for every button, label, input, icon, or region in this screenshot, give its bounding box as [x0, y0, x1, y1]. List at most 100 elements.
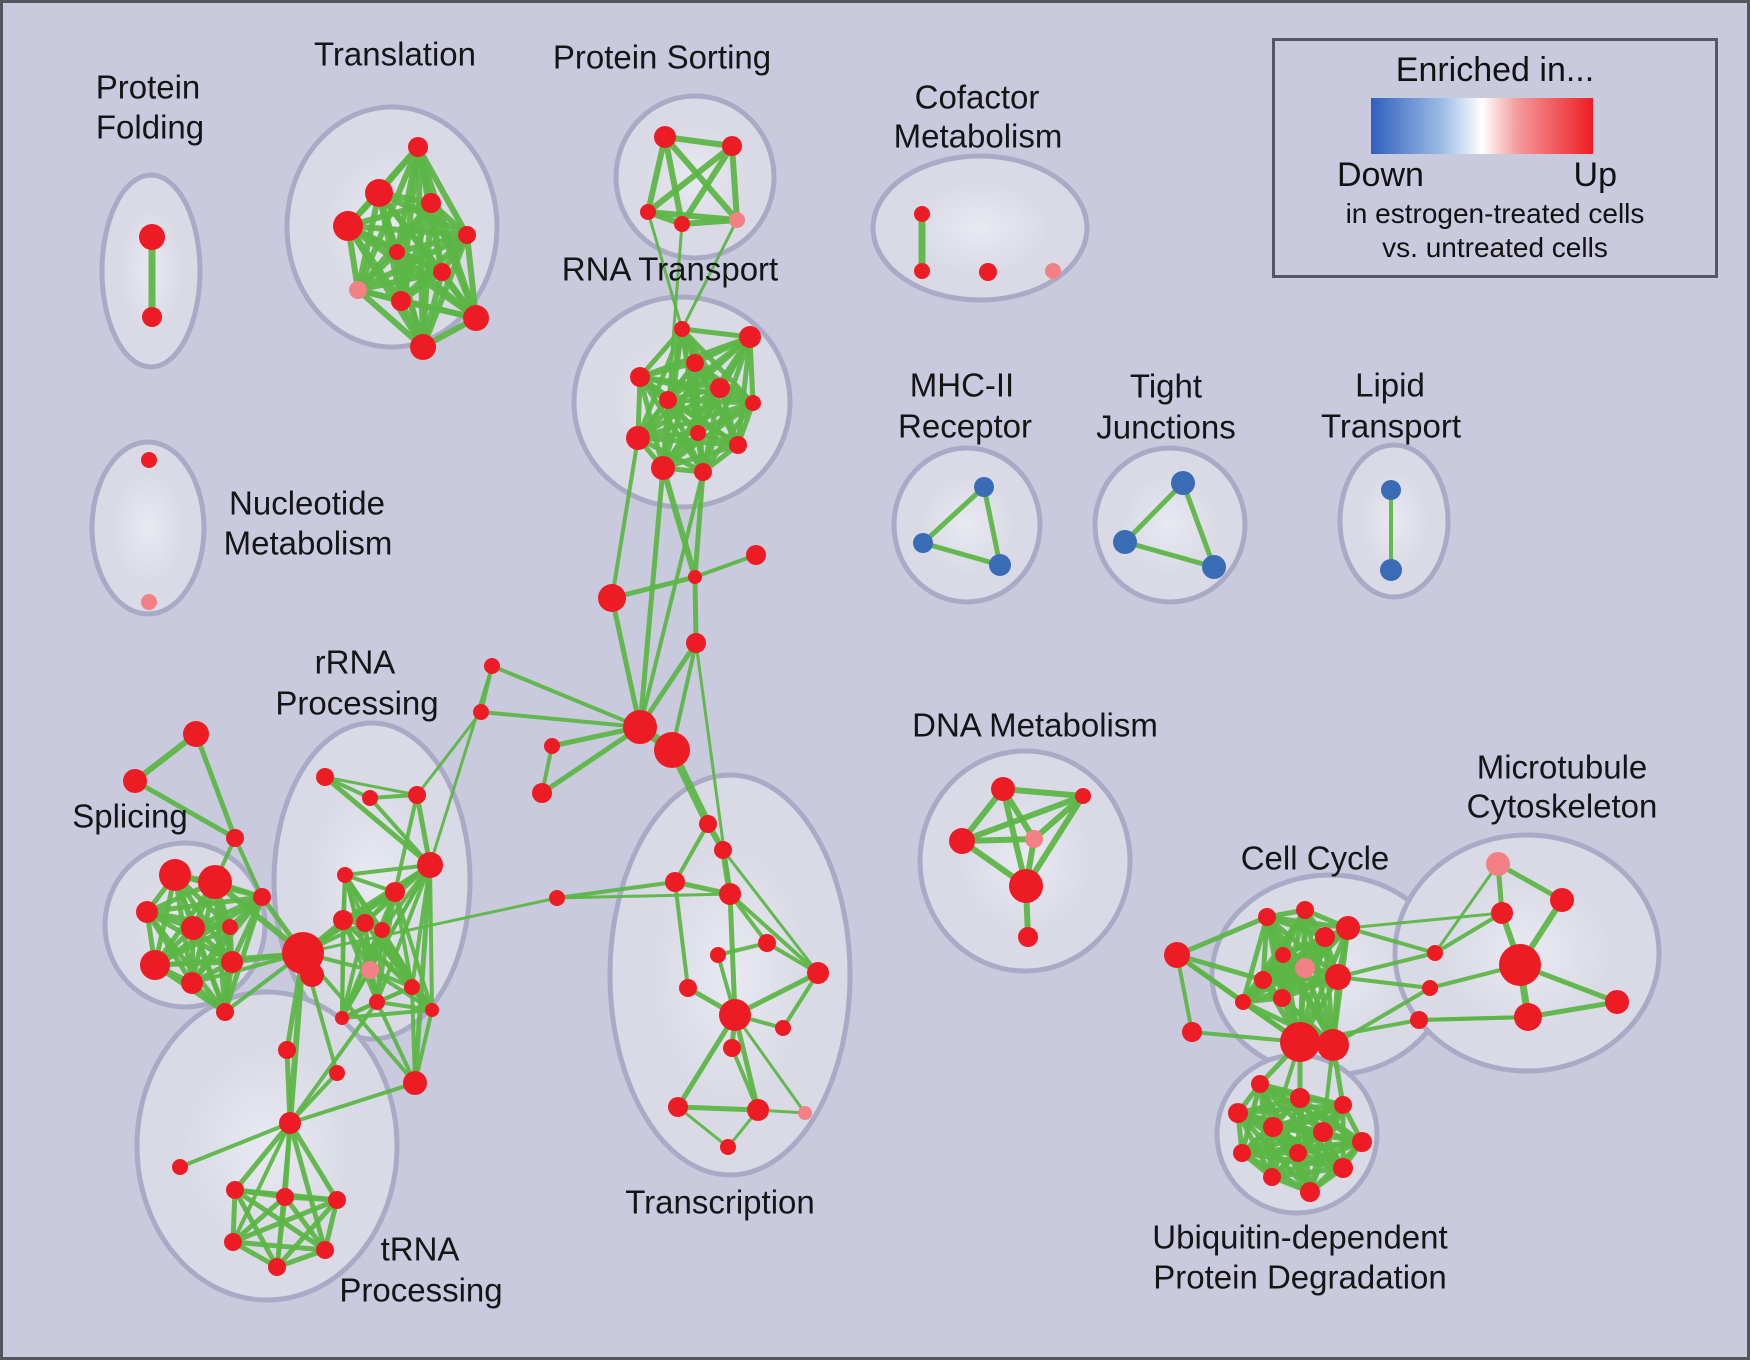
network-node-76[interactable]	[279, 1112, 301, 1134]
network-node-23[interactable]	[710, 378, 730, 398]
network-node-45[interactable]	[123, 769, 147, 793]
network-node-46[interactable]	[226, 829, 244, 847]
network-node-4[interactable]	[333, 211, 363, 241]
network-node-57[interactable]	[316, 768, 334, 786]
network-node-111[interactable]	[1182, 1022, 1202, 1042]
network-node-52[interactable]	[181, 972, 203, 994]
network-node-42[interactable]	[1381, 480, 1401, 500]
network-node-102[interactable]	[719, 999, 751, 1031]
network-node-115[interactable]	[1336, 916, 1360, 940]
network-node-74[interactable]	[300, 963, 324, 987]
network-node-10[interactable]	[391, 291, 411, 311]
network-node-15[interactable]	[640, 204, 656, 220]
network-node-17[interactable]	[729, 212, 745, 228]
network-node-112[interactable]	[1258, 908, 1276, 926]
network-node-81[interactable]	[224, 1233, 242, 1251]
network-node-47[interactable]	[159, 859, 191, 891]
network-node-26[interactable]	[690, 425, 706, 441]
network-node-30[interactable]	[914, 206, 930, 222]
network-node-92[interactable]	[549, 890, 565, 906]
network-node-66[interactable]	[361, 961, 379, 979]
network-node-128[interactable]	[1605, 990, 1629, 1014]
network-node-114[interactable]	[1315, 927, 1335, 947]
network-node-77[interactable]	[172, 1159, 188, 1175]
network-node-130[interactable]	[1427, 945, 1443, 961]
network-node-79[interactable]	[276, 1188, 294, 1206]
network-node-38[interactable]	[989, 554, 1011, 576]
network-node-43[interactable]	[1380, 559, 1402, 581]
network-node-118[interactable]	[1275, 947, 1291, 963]
network-node-82[interactable]	[316, 1241, 334, 1259]
network-node-108[interactable]	[720, 1139, 736, 1155]
network-node-54[interactable]	[221, 951, 243, 973]
network-node-21[interactable]	[686, 354, 704, 372]
network-node-3[interactable]	[365, 179, 393, 207]
network-node-126[interactable]	[1491, 902, 1513, 924]
network-node-39[interactable]	[1171, 471, 1195, 495]
network-node-145[interactable]	[991, 777, 1015, 801]
network-node-135[interactable]	[1334, 1096, 1352, 1114]
network-node-11[interactable]	[463, 305, 489, 331]
network-node-119[interactable]	[1325, 964, 1351, 990]
network-node-48[interactable]	[198, 865, 232, 899]
network-node-121[interactable]	[1273, 989, 1291, 1007]
network-node-70[interactable]	[425, 1003, 439, 1017]
network-node-65[interactable]	[374, 922, 390, 938]
network-node-104[interactable]	[723, 1039, 741, 1057]
network-node-80[interactable]	[328, 1191, 346, 1209]
network-node-120[interactable]	[1235, 994, 1251, 1010]
network-node-44[interactable]	[183, 721, 209, 747]
network-node-87[interactable]	[686, 633, 706, 653]
network-node-41[interactable]	[1202, 555, 1226, 579]
network-node-61[interactable]	[337, 867, 353, 883]
network-node-110[interactable]	[1164, 942, 1190, 968]
network-node-9[interactable]	[349, 281, 367, 299]
network-node-8[interactable]	[433, 263, 451, 281]
network-node-99[interactable]	[710, 947, 726, 963]
network-node-109[interactable]	[807, 962, 829, 984]
network-node-75[interactable]	[278, 1041, 296, 1059]
network-node-31[interactable]	[914, 263, 930, 279]
network-node-78[interactable]	[226, 1181, 244, 1199]
network-node-89[interactable]	[654, 732, 690, 768]
network-node-63[interactable]	[333, 910, 353, 930]
network-node-64[interactable]	[356, 914, 374, 932]
network-node-123[interactable]	[1317, 1029, 1349, 1061]
network-node-28[interactable]	[651, 456, 675, 480]
network-node-34[interactable]	[141, 452, 157, 468]
network-node-27[interactable]	[729, 436, 747, 454]
network-node-1[interactable]	[142, 307, 162, 327]
network-node-6[interactable]	[458, 226, 476, 244]
network-node-137[interactable]	[1263, 1117, 1283, 1137]
network-node-84[interactable]	[598, 584, 626, 612]
network-node-88[interactable]	[623, 710, 657, 744]
network-node-72[interactable]	[329, 1065, 345, 1081]
network-node-58[interactable]	[362, 790, 378, 806]
network-node-51[interactable]	[140, 950, 170, 980]
network-node-62[interactable]	[385, 882, 405, 902]
network-node-36[interactable]	[974, 477, 994, 497]
network-node-2[interactable]	[408, 137, 428, 157]
network-node-100[interactable]	[758, 934, 776, 952]
network-node-7[interactable]	[389, 244, 405, 260]
network-node-5[interactable]	[421, 193, 441, 213]
network-node-86[interactable]	[746, 545, 766, 565]
network-node-150[interactable]	[1018, 927, 1038, 947]
network-node-141[interactable]	[1289, 1144, 1307, 1162]
network-node-40[interactable]	[1113, 530, 1137, 554]
network-node-146[interactable]	[1075, 788, 1091, 804]
network-node-134[interactable]	[1290, 1088, 1310, 1108]
network-node-55[interactable]	[253, 888, 271, 906]
network-node-16[interactable]	[674, 216, 690, 232]
network-node-124[interactable]	[1486, 852, 1510, 876]
network-node-50[interactable]	[181, 916, 205, 940]
network-node-56[interactable]	[216, 1003, 234, 1021]
network-node-12[interactable]	[410, 334, 436, 360]
network-node-96[interactable]	[714, 841, 732, 859]
network-node-129[interactable]	[1514, 1003, 1542, 1031]
network-node-94[interactable]	[473, 704, 489, 720]
network-node-53[interactable]	[222, 919, 238, 935]
network-node-49[interactable]	[136, 901, 158, 923]
network-node-24[interactable]	[745, 395, 761, 411]
network-node-142[interactable]	[1333, 1158, 1353, 1178]
